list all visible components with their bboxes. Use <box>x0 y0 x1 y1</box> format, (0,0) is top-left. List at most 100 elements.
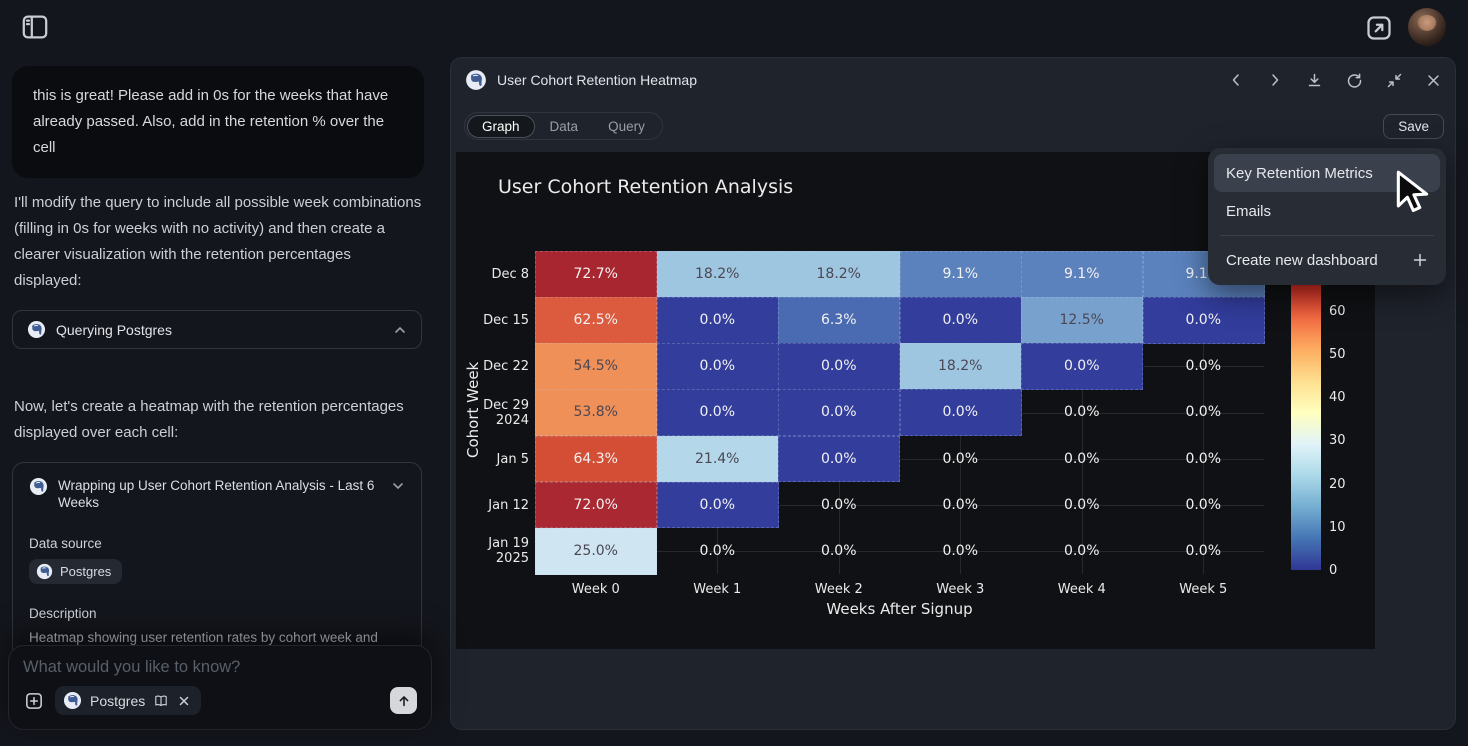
heatmap-cell-value: 62.5% <box>573 312 618 329</box>
heatmap-cell-value: 0.0% <box>699 358 736 375</box>
x-axis-label: Weeks After Signup <box>826 600 973 618</box>
data-source-chip[interactable]: Postgres <box>29 559 123 584</box>
minimize-icon[interactable] <box>1386 72 1403 89</box>
heatmap-cell-value: 0.0% <box>942 496 979 513</box>
tab-query[interactable]: Query <box>593 115 660 138</box>
forward-icon[interactable] <box>1267 72 1283 88</box>
save-button[interactable]: Save <box>1383 113 1444 139</box>
gridline-horizontal <box>535 504 1264 506</box>
create-dashboard-label: Create new dashboard <box>1226 251 1378 269</box>
tab-data[interactable]: Data <box>535 115 594 138</box>
heatmap-cell-value: 0.0% <box>942 542 979 559</box>
y-tick-label: Jan 19 2025 <box>488 536 529 566</box>
heatmap-cell-value: 0.0% <box>699 404 736 421</box>
y-tick-label: Dec 29 2024 <box>483 397 529 428</box>
x-tick-label: Week 3 <box>936 582 985 598</box>
heatmap-cell-value: 0.0% <box>699 312 736 329</box>
heatmap-cell <box>656 481 779 529</box>
heatmap-cell <box>899 251 1022 298</box>
heatmap-cell-value: 54.5% <box>573 358 618 375</box>
colorbar <box>1291 256 1321 570</box>
heatmap-cell <box>535 481 657 529</box>
heatmap-cell-value: 0.0% <box>1063 496 1100 513</box>
chevron-up-icon[interactable] <box>393 323 407 337</box>
x-tick-label: Week 1 <box>693 582 742 598</box>
heatmap-cell-value: 18.2% <box>695 266 740 283</box>
postgres-icon <box>27 320 46 339</box>
chat-input[interactable] <box>23 658 417 677</box>
heatmap-cell-value: 0.0% <box>1185 404 1222 421</box>
refresh-icon[interactable] <box>1346 72 1363 89</box>
context-chip-postgres[interactable]: Postgres <box>55 686 202 715</box>
heatmap-cell-value: 0.0% <box>1185 358 1222 375</box>
plus-icon <box>1412 252 1428 268</box>
heatmap-cell-value: 25.0% <box>573 542 618 559</box>
heatmap-cell <box>656 297 779 344</box>
heatmap-cell-value: 0.0% <box>942 404 979 421</box>
avatar[interactable] <box>1408 8 1446 46</box>
heatmap-cell-value: 9.1% <box>1063 266 1100 283</box>
artifact-card: Wrapping up User Cohort Retention Analys… <box>12 462 422 692</box>
heatmap-cell-value: 0.0% <box>942 450 979 467</box>
heatmap-cell-value: 0.0% <box>820 542 857 559</box>
tab-graph[interactable]: Graph <box>467 114 535 138</box>
menu-item-key-retention-metrics[interactable]: Key Retention Metrics <box>1214 154 1440 192</box>
heatmap-cell-value: 0.0% <box>820 496 857 513</box>
postgres-icon <box>63 691 82 710</box>
heatmap-cell-value: 0.0% <box>1185 450 1222 467</box>
tool-call-label: Querying Postgres <box>56 321 172 338</box>
heatmap-cell <box>1021 343 1143 390</box>
heatmap-cell <box>778 251 900 298</box>
x-tick-label: Week 5 <box>1179 582 1228 598</box>
heatmap-cell <box>778 297 900 344</box>
assistant-text-1: I'll modify the query to include all pos… <box>14 194 422 289</box>
send-button[interactable] <box>390 687 417 714</box>
remove-context-icon[interactable] <box>177 694 191 708</box>
download-icon[interactable] <box>1306 72 1323 89</box>
close-icon[interactable] <box>1426 73 1441 88</box>
heatmap-cell <box>899 343 1022 390</box>
tool-call-querying-postgres[interactable]: Querying Postgres <box>12 310 422 349</box>
book-icon <box>153 693 169 709</box>
heatmap-cell-value: 0.0% <box>1185 542 1222 559</box>
heatmap-cell <box>778 343 900 390</box>
heatmap-cell-value: 12.5% <box>1059 312 1104 329</box>
heatmap-cell <box>535 389 657 437</box>
heatmap-cell-value: 0.0% <box>1185 496 1222 513</box>
context-chip-label: Postgres <box>90 692 146 709</box>
heatmap-cell <box>656 343 779 390</box>
heatmap-cell-value: 0.0% <box>1063 404 1100 421</box>
y-tick-label: Jan 5 <box>496 451 529 467</box>
heatmap-cell-value: 21.4% <box>695 450 740 467</box>
colorbar-tick-label: 30 <box>1329 433 1346 449</box>
sidebar-toggle-icon[interactable] <box>19 11 51 43</box>
panel-title: User Cohort Retention Heatmap <box>497 72 697 88</box>
data-source-label: Data source <box>29 536 102 551</box>
x-tick-label: Week 0 <box>571 582 620 598</box>
open-external-icon[interactable] <box>1364 13 1394 43</box>
x-tick-label: Week 2 <box>814 582 863 598</box>
heatmap-cell-value: 64.3% <box>573 450 618 467</box>
gridline-horizontal <box>535 551 1264 552</box>
back-icon[interactable] <box>1228 72 1244 88</box>
heatmap-cell-value: 18.2% <box>938 358 983 375</box>
heatmap-cell <box>535 435 657 483</box>
y-tick-label: Dec 15 <box>483 313 529 329</box>
y-tick-label: Dec 22 <box>483 359 529 375</box>
heatmap-cell-value: 0.0% <box>820 450 857 467</box>
heatmap-cell <box>656 389 779 437</box>
chevron-down-icon[interactable] <box>391 479 405 493</box>
colorbar-tick-label: 0 <box>1329 563 1338 578</box>
heatmap-cell-value: 18.2% <box>816 266 861 283</box>
heatmap-cell <box>535 297 657 344</box>
menu-item-emails[interactable]: Emails <box>1226 202 1272 220</box>
colorbar-tick-label: 40 <box>1329 390 1346 406</box>
artifact-card-header[interactable]: Wrapping up User Cohort Retention Analys… <box>29 477 405 511</box>
menu-item-create-new-dashboard[interactable]: Create new dashboard <box>1214 241 1440 279</box>
add-attachment-icon[interactable] <box>23 690 45 712</box>
heatmap-cell-value: 6.3% <box>820 312 857 329</box>
view-tabs: Graph Data Query <box>464 112 663 140</box>
heatmap-cell-value: 0.0% <box>1063 450 1100 467</box>
heatmap-cell-value: 0.0% <box>699 542 736 559</box>
heatmap-cell-value: 0.0% <box>942 312 979 329</box>
